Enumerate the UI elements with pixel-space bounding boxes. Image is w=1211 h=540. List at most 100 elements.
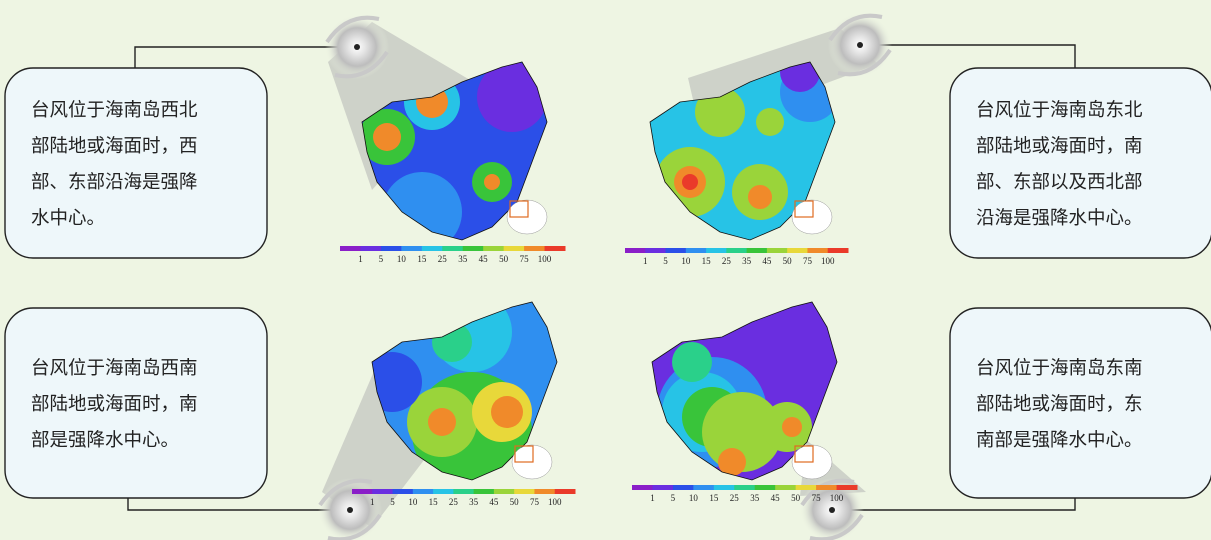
colorbar-segment — [787, 248, 808, 253]
box-line: 台风位于海南岛西北 — [31, 100, 198, 121]
connector — [860, 45, 1075, 68]
scale-label: 75 — [520, 254, 530, 264]
colorbar-segment — [524, 246, 545, 251]
rain-zone — [782, 417, 802, 437]
scale-label: 50 — [783, 256, 793, 266]
rain-zone — [382, 172, 462, 252]
box-line: 台风位于海南岛东南 — [976, 358, 1143, 379]
box-line: 部、东部沿海是强降 — [31, 172, 198, 193]
box-line: 部、东部以及西北部 — [976, 172, 1143, 193]
typhoon-eye — [347, 507, 353, 513]
colorbar-segment — [775, 485, 796, 490]
text-box — [5, 68, 267, 258]
canvas: 1510152535455075100台风位于海南岛西北部陆地或海面时，西部、东… — [0, 0, 1211, 540]
colorbar-segment — [747, 248, 768, 253]
rain-zone — [484, 174, 500, 190]
scale-label: 25 — [438, 254, 448, 264]
typhoon-eye — [354, 44, 360, 50]
scale-label: 75 — [812, 493, 822, 503]
scale-label: 100 — [538, 254, 552, 264]
scale-label: 25 — [730, 493, 740, 503]
rain-zone — [682, 174, 698, 190]
rain-zone — [428, 408, 456, 436]
scale-label: 15 — [709, 493, 719, 503]
rain-zone — [432, 322, 472, 362]
colorbar-segment — [413, 489, 434, 494]
scale-label: 10 — [681, 256, 691, 266]
colorbar-segment — [340, 246, 361, 251]
box-line: 水中心。 — [31, 208, 105, 229]
scale-label: 45 — [479, 254, 489, 264]
scale-label: 15 — [417, 254, 427, 264]
rain-zone — [756, 108, 784, 136]
colorbar-segment — [673, 485, 694, 490]
colorbar-segment — [494, 489, 515, 494]
scale-label: 45 — [489, 497, 499, 507]
scale-label: 5 — [379, 254, 384, 264]
colorbar-segment — [632, 485, 653, 490]
colorbar-segment — [453, 489, 474, 494]
colorbar-segment — [693, 485, 714, 490]
colorbar-segment — [734, 485, 755, 490]
box-line: 部陆地或海面时，西 — [31, 136, 198, 157]
colorbar-segment — [828, 248, 849, 253]
scale-label: 5 — [663, 256, 668, 266]
box-line: 沿海是强降水中心。 — [976, 208, 1143, 229]
typhoon-eye — [829, 507, 835, 513]
box-line: 部是强降水中心。 — [31, 430, 179, 451]
colorbar-segment — [816, 485, 837, 490]
colorbar-segment — [555, 489, 576, 494]
scale-label: 10 — [408, 497, 418, 507]
scale-label: 25 — [722, 256, 732, 266]
colorbar-segment — [652, 485, 673, 490]
colorbar-segment — [360, 246, 381, 251]
colorbar-segment — [666, 248, 687, 253]
colorbar-segment — [352, 489, 373, 494]
scale-label: 45 — [771, 493, 781, 503]
colorbar-segment — [706, 248, 727, 253]
box-line: 南部是强降水中心。 — [976, 430, 1143, 451]
scale-label: 35 — [458, 254, 468, 264]
box-line: 部陆地或海面时，南 — [31, 394, 198, 415]
colorbar-segment — [401, 246, 422, 251]
scale-label: 100 — [821, 256, 835, 266]
scale-label: 35 — [742, 256, 752, 266]
colorbar-segment — [726, 248, 747, 253]
scale-label: 15 — [702, 256, 712, 266]
colorbar-segment — [433, 489, 454, 494]
colorbar-segment — [645, 248, 666, 253]
colorbar-segment — [837, 485, 858, 490]
colorbar-segment — [796, 485, 817, 490]
colorbar-segment — [514, 489, 535, 494]
connector — [135, 47, 357, 68]
scale-label: 5 — [390, 497, 395, 507]
scale-label: 75 — [803, 256, 813, 266]
colorbar-segment — [686, 248, 707, 253]
colorbar-segment — [534, 489, 555, 494]
scale-label: 1 — [370, 497, 375, 507]
scale-label: 10 — [689, 493, 699, 503]
scale-label: 50 — [510, 497, 520, 507]
scale-label: 50 — [499, 254, 509, 264]
colorbar-segment — [545, 246, 566, 251]
rain-zone — [373, 123, 401, 151]
colorbar-segment — [474, 489, 495, 494]
box-line: 台风位于海南岛西南 — [31, 358, 198, 379]
rain-zone — [491, 396, 523, 428]
colorbar-segment — [442, 246, 463, 251]
colorbar-segment — [381, 246, 402, 251]
scale-label: 75 — [530, 497, 540, 507]
text-box — [950, 68, 1211, 258]
box-line: 部陆地或海面时，东 — [976, 394, 1143, 415]
typhoon-eye — [857, 42, 863, 48]
colorbar-segment — [714, 485, 735, 490]
colorbar-segment — [767, 248, 788, 253]
scale-label: 15 — [429, 497, 439, 507]
colorbar-segment — [422, 246, 443, 251]
scale-label: 5 — [671, 493, 676, 503]
colorbar-segment — [625, 248, 646, 253]
colorbar-segment — [483, 246, 504, 251]
scale-label: 1 — [650, 493, 655, 503]
infographic: 1510152535455075100台风位于海南岛西北部陆地或海面时，西部、东… — [0, 0, 1211, 540]
scale-label: 100 — [548, 497, 562, 507]
